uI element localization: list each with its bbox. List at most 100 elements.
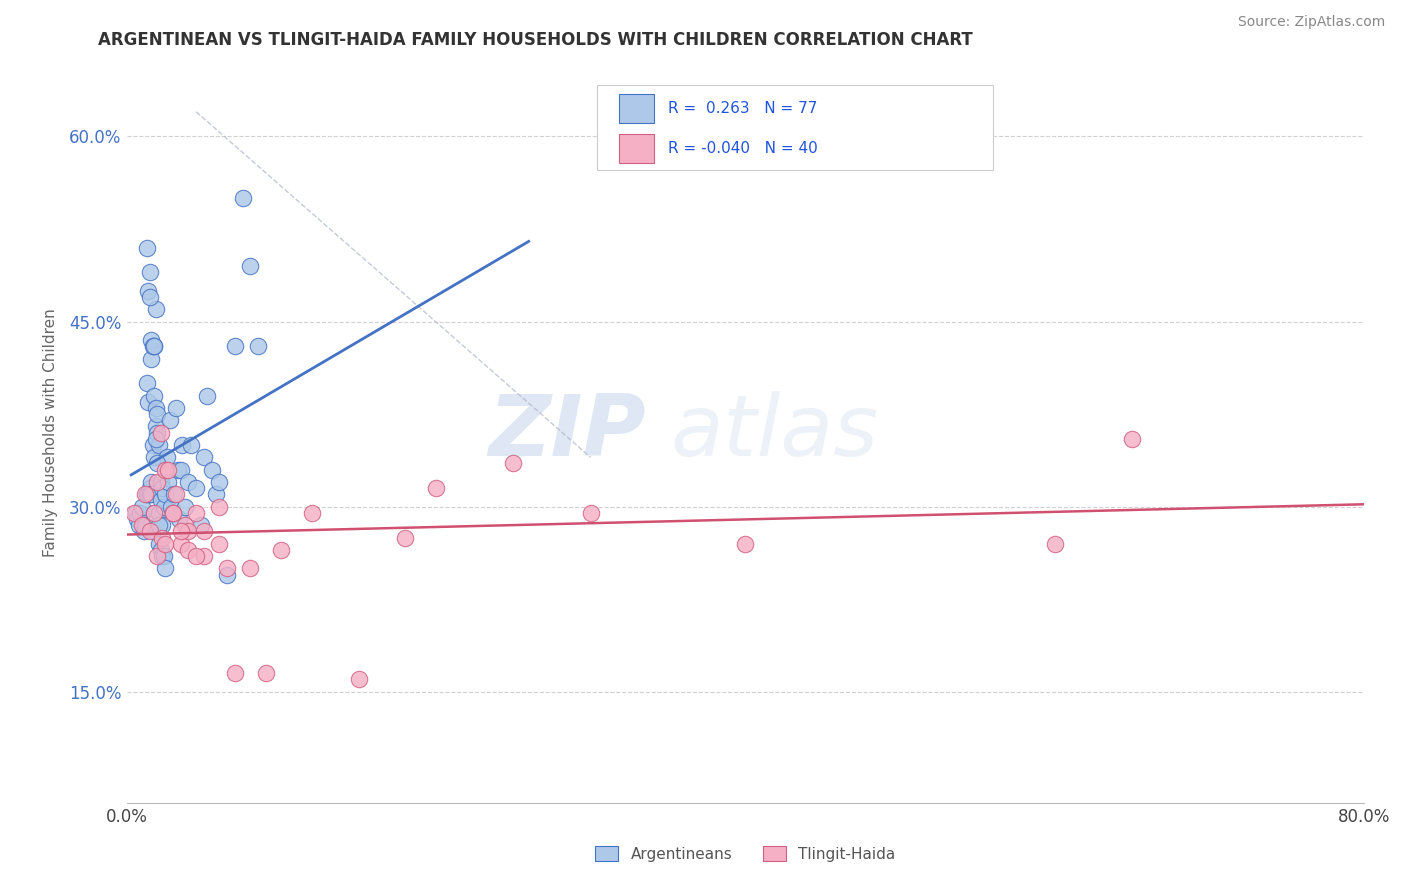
Point [186, 506, 208, 520]
Point [153, 536, 177, 550]
Point [152, 549, 174, 563]
Point [153, 462, 177, 476]
Point [142, 339, 165, 353]
Point [156, 450, 179, 465]
Point [135, 487, 157, 501]
Point [141, 351, 163, 366]
Point [146, 457, 169, 471]
Text: ZIP: ZIP [488, 391, 647, 475]
Point [186, 481, 208, 495]
Point [146, 475, 169, 489]
Bar [596, 85, 993, 169]
Point [153, 487, 177, 501]
Point [347, 673, 370, 687]
Point [169, 536, 191, 550]
Text: Source: ZipAtlas.com: Source: ZipAtlas.com [1237, 15, 1385, 29]
Point [166, 462, 188, 476]
Point [208, 475, 231, 489]
Point [254, 666, 277, 681]
Point [162, 506, 184, 520]
Bar [619, 135, 654, 162]
Point [224, 339, 246, 353]
Point [169, 462, 191, 476]
Point [1043, 536, 1066, 550]
Point [205, 487, 228, 501]
Point [502, 457, 524, 471]
Text: R = -0.040   N = 40: R = -0.040 N = 40 [668, 141, 818, 156]
Point [193, 549, 215, 563]
Point [224, 666, 246, 681]
Point [135, 240, 157, 255]
Point [138, 290, 160, 304]
Point [136, 284, 159, 298]
Point [143, 506, 166, 520]
Point [135, 376, 157, 391]
Point [150, 549, 173, 563]
Legend: Argentineans, Tlingit-Haida: Argentineans, Tlingit-Haida [588, 838, 903, 869]
Point [138, 487, 160, 501]
Point [150, 518, 173, 533]
Point [148, 536, 170, 550]
Point [174, 500, 197, 514]
Point [145, 419, 167, 434]
Point [239, 561, 262, 575]
Point [134, 518, 156, 533]
Point [734, 536, 756, 550]
Text: R =  0.263   N = 77: R = 0.263 N = 77 [668, 101, 818, 116]
Point [141, 487, 163, 501]
Point [143, 450, 166, 465]
Point [208, 536, 231, 550]
Point [174, 518, 197, 533]
Point [165, 487, 187, 501]
Point [162, 506, 184, 520]
Point [136, 487, 159, 501]
Point [143, 339, 166, 353]
Text: ARGENTINEAN VS TLINGIT-HAIDA FAMILY HOUSEHOLDS WITH CHILDREN CORRELATION CHART: ARGENTINEAN VS TLINGIT-HAIDA FAMILY HOUS… [98, 31, 973, 49]
Point [1121, 432, 1143, 446]
Point [148, 518, 170, 533]
Point [153, 561, 177, 575]
Point [141, 475, 163, 489]
Point [195, 389, 218, 403]
Point [231, 191, 253, 205]
Point [132, 524, 155, 539]
Point [247, 339, 270, 353]
Point [177, 542, 200, 557]
Point [131, 500, 153, 514]
Point [162, 506, 184, 520]
Point [217, 561, 239, 575]
Point [124, 506, 146, 520]
Point [150, 531, 173, 545]
Point [425, 481, 447, 495]
Point [239, 259, 262, 273]
Point [148, 438, 170, 452]
Point [217, 567, 239, 582]
Point [138, 265, 160, 279]
Point [157, 462, 180, 476]
Point [146, 407, 169, 421]
Point [301, 506, 323, 520]
Point [172, 438, 194, 452]
Point [138, 524, 160, 539]
Bar [619, 95, 654, 122]
Point [143, 339, 166, 353]
Point [160, 500, 183, 514]
Point [152, 500, 174, 514]
Point [190, 518, 212, 533]
Point [146, 512, 169, 526]
Point [138, 481, 160, 495]
Point [163, 487, 186, 501]
Point [149, 475, 172, 489]
Point [129, 506, 152, 520]
Point [193, 524, 215, 539]
Point [186, 549, 208, 563]
Point [134, 487, 156, 501]
Point [146, 425, 169, 440]
Point [136, 394, 159, 409]
Point [177, 524, 200, 539]
Point [142, 524, 165, 539]
Point [149, 493, 172, 508]
Point [157, 475, 180, 489]
Point [141, 333, 163, 347]
Point [148, 506, 170, 520]
